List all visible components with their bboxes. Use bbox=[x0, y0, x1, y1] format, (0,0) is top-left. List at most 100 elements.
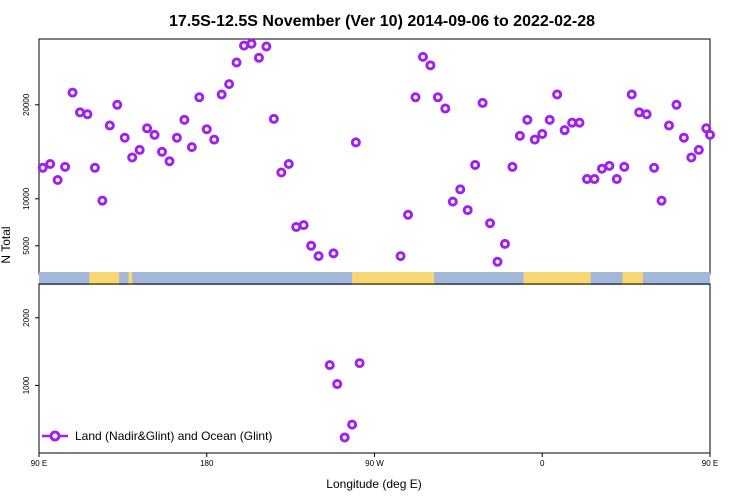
land-segment bbox=[622, 272, 643, 285]
data-point bbox=[119, 132, 130, 143]
data-point bbox=[216, 89, 227, 100]
data-point bbox=[619, 161, 630, 172]
data-point bbox=[283, 159, 294, 170]
data-point bbox=[596, 163, 607, 174]
data-point bbox=[276, 167, 287, 178]
data-point bbox=[425, 60, 436, 71]
data-point bbox=[589, 174, 600, 185]
data-point bbox=[328, 248, 339, 259]
data-point bbox=[641, 109, 652, 120]
data-point bbox=[52, 175, 63, 185]
data-point bbox=[82, 109, 93, 120]
data-point bbox=[574, 117, 585, 128]
data-point bbox=[544, 114, 555, 125]
data-point bbox=[678, 132, 689, 143]
data-point bbox=[45, 159, 56, 170]
x-tick-label: 90 E bbox=[702, 459, 718, 468]
data-point bbox=[142, 123, 153, 134]
chart-title: 17.5S-12.5S November (Ver 10) 2014-09-06… bbox=[169, 13, 595, 30]
data-point bbox=[134, 144, 145, 155]
data-point bbox=[246, 38, 257, 49]
data-point bbox=[686, 152, 697, 163]
data-point bbox=[347, 419, 358, 430]
data-point bbox=[186, 142, 197, 153]
data-point bbox=[626, 89, 637, 100]
data-point bbox=[268, 113, 279, 124]
data-point bbox=[37, 162, 48, 173]
data-point bbox=[485, 218, 496, 229]
y-tick-label: 5000 bbox=[22, 236, 31, 254]
data-point bbox=[97, 195, 108, 206]
data-point bbox=[507, 161, 518, 172]
data-point bbox=[462, 205, 473, 216]
data-point bbox=[514, 130, 525, 141]
legend: Land (Nadir&Glint) and Ocean (Glint) bbox=[42, 429, 272, 443]
data-point bbox=[354, 358, 365, 369]
data-point bbox=[403, 209, 414, 220]
data-point bbox=[157, 146, 168, 157]
data-point bbox=[552, 89, 563, 100]
data-point bbox=[298, 220, 309, 231]
data-point bbox=[239, 40, 250, 51]
data-point bbox=[581, 174, 592, 185]
data-point bbox=[432, 92, 443, 103]
data-point bbox=[104, 120, 115, 131]
data-point bbox=[291, 222, 302, 232]
x-tick-label: 0 bbox=[540, 459, 545, 468]
y-axis-upper: 5000 10000 20000 bbox=[22, 93, 39, 255]
data-point bbox=[231, 57, 242, 68]
y-axis-label: N Total bbox=[0, 226, 13, 263]
data-point bbox=[417, 51, 428, 62]
x-tick-label: 180 bbox=[200, 459, 214, 468]
y-tick-label: 20000 bbox=[22, 93, 31, 116]
data-point bbox=[671, 99, 682, 110]
data-point bbox=[604, 160, 615, 171]
x-axis-label: Longitude (deg E) bbox=[326, 477, 421, 491]
data-point bbox=[559, 125, 570, 136]
data-point bbox=[89, 162, 100, 173]
data-point bbox=[324, 360, 335, 371]
land-segment bbox=[128, 272, 133, 285]
y-tick-label: 2000 bbox=[22, 308, 31, 326]
data-point bbox=[127, 152, 138, 163]
data-point bbox=[67, 87, 78, 98]
data-point bbox=[313, 251, 324, 262]
data-point bbox=[656, 195, 667, 206]
data-point bbox=[705, 129, 715, 140]
data-point bbox=[529, 134, 540, 145]
data-point bbox=[522, 114, 533, 125]
data-point bbox=[194, 92, 205, 103]
y-tick-label: 1000 bbox=[22, 376, 31, 394]
data-point bbox=[395, 251, 406, 262]
data-point bbox=[455, 184, 466, 195]
data-point bbox=[440, 103, 451, 114]
data-point bbox=[477, 97, 488, 108]
data-point bbox=[149, 129, 160, 140]
data-point bbox=[171, 132, 182, 143]
data-point bbox=[447, 196, 458, 207]
data-point bbox=[567, 117, 578, 128]
data-point bbox=[649, 162, 660, 173]
data-point bbox=[209, 134, 220, 145]
legend-label: Land (Nadir&Glint) and Ocean (Glint) bbox=[75, 429, 272, 443]
data-point bbox=[75, 107, 86, 118]
data-point bbox=[492, 256, 503, 267]
data-point bbox=[350, 137, 361, 148]
data-point bbox=[332, 379, 343, 390]
data-point bbox=[224, 79, 235, 90]
data-point bbox=[611, 174, 622, 185]
data-point bbox=[410, 92, 421, 103]
data-point bbox=[470, 159, 481, 170]
data-point bbox=[253, 52, 264, 63]
data-point bbox=[663, 120, 674, 131]
x-tick-label: 90 W bbox=[365, 459, 384, 468]
data-point bbox=[112, 99, 123, 110]
data-point bbox=[179, 114, 190, 125]
data-point bbox=[537, 128, 548, 139]
data-point bbox=[60, 161, 71, 172]
data-point bbox=[499, 238, 510, 249]
data-point bbox=[634, 107, 645, 118]
land-segment bbox=[352, 272, 435, 285]
data-point bbox=[306, 240, 317, 251]
